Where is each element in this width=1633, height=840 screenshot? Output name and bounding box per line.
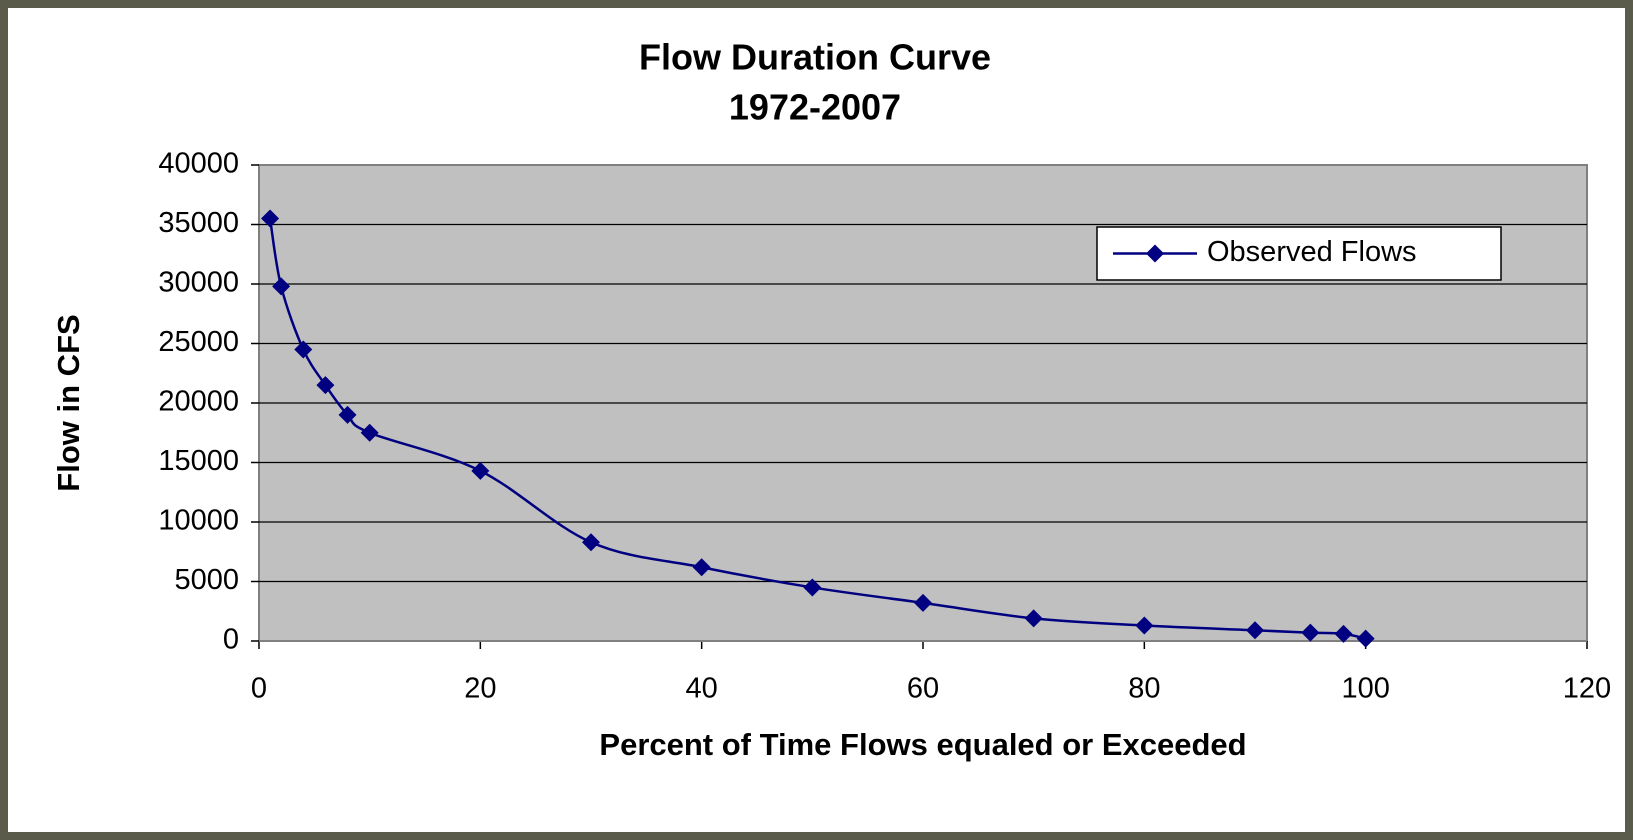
chart-subtitle: 1972-2007 <box>729 87 901 128</box>
y-tick-label: 5000 <box>174 564 239 596</box>
y-tick-label: 20000 <box>158 386 239 418</box>
y-tick-label: 25000 <box>158 326 239 358</box>
data-point <box>692 558 711 577</box>
data-point <box>1024 609 1043 628</box>
legend-marker <box>1146 244 1164 263</box>
x-tick-label: 20 <box>464 673 496 705</box>
y-tick-label: 35000 <box>158 207 239 239</box>
y-tick-label: 10000 <box>158 505 239 537</box>
y-tick-label: 0 <box>223 624 239 656</box>
x-tick-label: 40 <box>686 673 718 705</box>
data-point <box>582 533 600 552</box>
data-point <box>1246 621 1264 640</box>
chart-title: Flow Duration Curve <box>639 37 991 78</box>
y-axis-label: Flow in CFS <box>51 314 86 491</box>
x-tick-label: 120 <box>1563 673 1611 705</box>
data-point <box>1334 624 1353 643</box>
legend-label: Observed Flows <box>1207 236 1417 268</box>
x-tick-label: 0 <box>251 673 267 705</box>
data-point <box>1135 616 1154 635</box>
data-point <box>914 593 932 612</box>
data-point <box>471 461 490 480</box>
y-tick-label: 30000 <box>158 267 239 299</box>
data-point <box>294 340 313 359</box>
data-point <box>1301 623 1320 642</box>
data-point <box>338 405 357 424</box>
data-point <box>803 578 822 597</box>
data-point <box>360 423 379 442</box>
data-point <box>1356 629 1375 648</box>
data-point <box>316 376 335 395</box>
x-tick-label: 80 <box>1128 673 1160 705</box>
x-axis-label: Percent of Time Flows equaled or Exceede… <box>599 727 1246 762</box>
data-point <box>261 209 280 228</box>
data-point <box>272 277 291 296</box>
y-tick-label: 15000 <box>158 445 239 477</box>
y-tick-label: 40000 <box>158 148 239 180</box>
x-tick-label: 100 <box>1341 673 1389 705</box>
x-tick-label: 60 <box>907 673 939 705</box>
